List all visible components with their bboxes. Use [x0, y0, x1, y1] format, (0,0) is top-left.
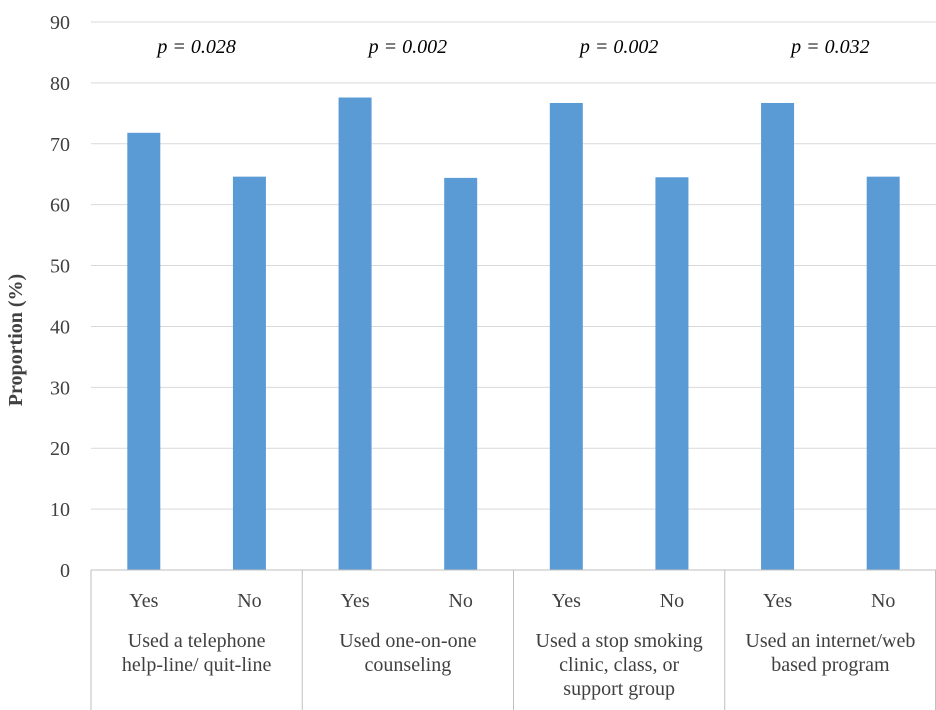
gridlines — [91, 21, 936, 510]
y-tick-label: 90 — [50, 12, 70, 34]
p-value-annotation: p = 0.002 — [578, 36, 659, 58]
y-tick-label: 10 — [50, 499, 70, 521]
y-tick-label: 60 — [50, 195, 70, 217]
category-label: No — [448, 590, 472, 612]
category-label: Yes — [341, 590, 370, 612]
bar-no — [232, 176, 266, 570]
group-label: based program — [771, 654, 890, 676]
y-tick-label: 50 — [50, 256, 70, 278]
y-axis-label: Proportion (%) — [5, 274, 27, 406]
group-label: Used an internet/web — [745, 630, 915, 652]
bar-no — [866, 176, 900, 570]
p-value-annotation: p = 0.032 — [789, 36, 870, 58]
bar-no — [444, 177, 478, 570]
group-label: Used a stop smoking — [536, 630, 703, 652]
group-label: help-line/ quit-line — [122, 654, 272, 676]
group-label: Used one-on-one — [339, 630, 476, 652]
group-label: clinic, class, or — [559, 654, 679, 676]
bar-yes — [338, 97, 372, 570]
category-label: No — [660, 590, 684, 612]
labels: 0 10 20 30 40 50 60 70 80 90 Yes No Used a telephone… — [50, 12, 915, 700]
axes — [90, 569, 936, 710]
y-tick-label: 20 — [50, 438, 70, 460]
bar-yes — [127, 132, 161, 570]
category-label: No — [237, 590, 261, 612]
y-tick-label: 70 — [50, 134, 70, 156]
bar-yes — [761, 102, 795, 570]
group-label: Used a telephone — [128, 630, 266, 652]
y-tick-label: 30 — [50, 377, 70, 399]
group-label: counseling — [365, 654, 452, 676]
category-label: Yes — [129, 590, 158, 612]
y-tick-label: 40 — [50, 316, 70, 338]
y-tick-label: 0 — [60, 560, 70, 582]
category-label: Yes — [552, 590, 581, 612]
bars — [127, 97, 900, 570]
y-tick-label: 80 — [50, 73, 70, 95]
category-label: No — [871, 590, 895, 612]
bar-no — [655, 177, 689, 570]
category-label: Yes — [763, 590, 792, 612]
bar-yes — [549, 102, 583, 570]
p-value-annotation: p = 0.002 — [367, 36, 448, 58]
p-value-annotation: p = 0.028 — [155, 36, 236, 58]
group-label: support group — [563, 678, 675, 700]
